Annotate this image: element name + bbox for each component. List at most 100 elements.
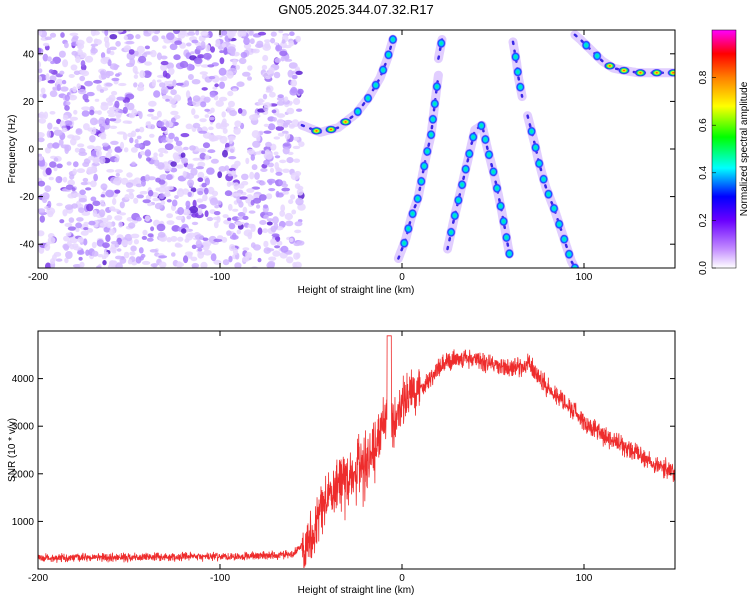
noise-speck: [116, 96, 125, 101]
noise-speck: [55, 176, 63, 184]
noise-speck: [288, 40, 295, 47]
noise-speck: [232, 247, 238, 256]
trace-blob: [408, 208, 418, 219]
noise-speck: [126, 120, 133, 125]
noise-speck: [148, 100, 157, 107]
noise-speck: [191, 244, 197, 249]
noise-speck: [183, 80, 190, 87]
noise-speck: [75, 227, 80, 233]
noise-speck: [64, 42, 69, 49]
noise-speck: [242, 247, 250, 251]
noise-speck: [144, 61, 153, 66]
noise-speck: [112, 197, 117, 206]
trace-blob: [413, 193, 423, 204]
noise-speck: [193, 57, 203, 64]
noise-speck: [295, 252, 301, 259]
noise-speck: [218, 166, 227, 172]
noise-speck: [140, 150, 145, 156]
noise-speck: [98, 116, 106, 125]
noise-speck: [92, 209, 98, 218]
noise-speck: [84, 80, 93, 87]
noise-speck: [158, 255, 168, 259]
noise-speck: [151, 35, 159, 42]
noise-speck: [138, 55, 147, 64]
noise-speck: [268, 256, 277, 261]
noise-speck: [92, 126, 97, 135]
noise-speck: [85, 187, 92, 191]
noise-speck: [64, 105, 70, 111]
noise-speck: [275, 235, 281, 242]
x-tick-label: -200: [28, 573, 48, 584]
noise-speck: [62, 114, 69, 121]
noise-speck: [297, 88, 304, 95]
noise-speck: [65, 251, 73, 259]
noise-speck: [208, 235, 217, 244]
noise-speck: [48, 69, 54, 74]
noise-speck: [238, 57, 247, 65]
trace-blob: [457, 179, 467, 190]
noise-speck: [281, 39, 286, 44]
noise-speck: [52, 86, 57, 91]
noise-speck: [129, 251, 136, 256]
noise-speck: [241, 180, 249, 186]
noise-speck: [285, 220, 294, 227]
noise-speck: [221, 43, 227, 48]
noise-speck: [93, 156, 99, 164]
trace-blob: [436, 38, 446, 49]
noise-speck: [53, 157, 59, 162]
noise-speck: [52, 126, 59, 130]
noise-speck: [250, 154, 255, 161]
noise-speck: [270, 31, 277, 37]
noise-speck: [293, 158, 301, 163]
noise-speck: [114, 157, 120, 163]
noise-speck: [39, 215, 45, 223]
noise-speck: [133, 82, 138, 88]
noise-speck: [141, 260, 151, 265]
noise-speck: [157, 186, 167, 193]
noise-speck: [92, 162, 100, 167]
trace-blob: [603, 61, 616, 70]
noise-speck: [107, 148, 113, 154]
noise-speck: [235, 64, 240, 70]
noise-speck: [55, 78, 64, 86]
noise-speck: [296, 240, 305, 246]
noise-speck: [223, 47, 228, 56]
noise-speck: [222, 214, 229, 219]
noise-speck: [114, 215, 123, 221]
noise-speck: [142, 70, 152, 78]
trace-blob: [371, 80, 381, 91]
noise-speck: [263, 204, 269, 209]
noise-speck: [196, 198, 204, 203]
trace-blob: [484, 149, 494, 160]
noise-speck: [218, 67, 227, 76]
noise-speck: [46, 207, 56, 215]
noise-speck: [94, 98, 100, 102]
snr-ylabel: SNR (10 * v/v): [7, 418, 18, 482]
noise-speck: [50, 60, 55, 65]
noise-speck: [111, 90, 118, 96]
noise-speck: [280, 204, 286, 212]
trace-blob: [534, 158, 544, 169]
noise-speck: [90, 47, 98, 54]
noise-speck: [175, 140, 183, 146]
noise-speck: [107, 59, 112, 67]
noise-speck: [78, 197, 88, 203]
trace-blob: [492, 183, 502, 194]
noise-speck: [61, 127, 68, 133]
noise-speck: [68, 217, 75, 223]
noise-speck: [213, 259, 222, 265]
noise-speck: [154, 202, 163, 210]
noise-speck: [177, 236, 184, 242]
noise-speck: [276, 192, 284, 198]
noise-speck: [199, 71, 208, 75]
noise-speck: [151, 156, 158, 161]
noise-speck: [232, 208, 239, 212]
noise-speck: [190, 187, 197, 193]
noise-speck: [85, 249, 90, 256]
noise-speck: [234, 192, 242, 197]
noise-speck: [160, 126, 167, 132]
noise-speck: [79, 261, 85, 268]
noise-speck: [212, 216, 220, 221]
noise-speck: [114, 243, 120, 248]
noise-speck: [79, 189, 86, 196]
